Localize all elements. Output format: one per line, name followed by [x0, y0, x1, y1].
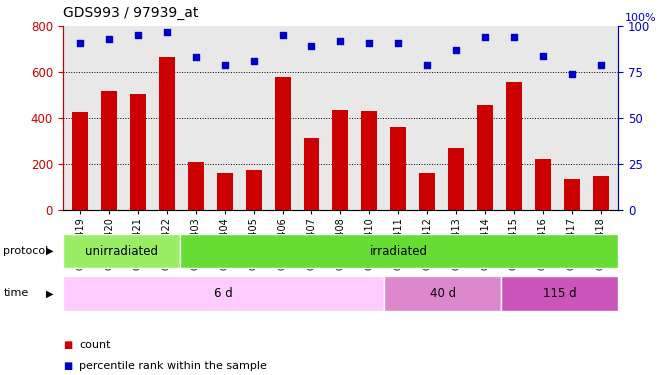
Point — [566, 71, 577, 77]
Bar — [564, 180, 580, 210]
Text: percentile rank within the sample: percentile rank within the sample — [79, 361, 267, 370]
Bar — [188, 162, 204, 210]
Bar — [246, 171, 262, 210]
Point — [219, 62, 230, 68]
Bar — [390, 128, 407, 210]
Bar — [63, 234, 180, 268]
Bar — [501, 276, 618, 311]
Point — [190, 54, 201, 60]
Text: ▶: ▶ — [46, 288, 54, 298]
Text: ■: ■ — [63, 340, 72, 350]
Point — [364, 40, 375, 46]
Bar — [448, 147, 464, 210]
Text: 40 d: 40 d — [430, 287, 455, 300]
Bar — [419, 172, 435, 210]
Point — [306, 44, 317, 50]
Point — [335, 38, 346, 44]
Bar — [506, 82, 522, 210]
Bar — [303, 138, 319, 210]
Text: unirradiated: unirradiated — [85, 245, 158, 258]
Point — [249, 58, 259, 64]
Point — [162, 29, 173, 35]
Bar — [63, 276, 384, 311]
Text: GDS993 / 97939_at: GDS993 / 97939_at — [63, 6, 198, 20]
Text: ▶: ▶ — [46, 246, 54, 256]
Point — [451, 47, 461, 53]
Point — [393, 40, 404, 46]
Point — [509, 34, 520, 40]
Text: irradiated: irradiated — [370, 245, 428, 258]
Point — [75, 40, 85, 46]
Text: 100%: 100% — [625, 13, 656, 24]
Text: 115 d: 115 d — [543, 287, 576, 300]
Bar — [72, 112, 88, 210]
Point — [422, 62, 432, 68]
Point — [278, 33, 288, 39]
Bar — [362, 111, 377, 210]
Text: time: time — [3, 288, 28, 298]
Bar — [101, 91, 117, 210]
Text: protocol: protocol — [3, 246, 48, 256]
Bar — [477, 105, 493, 210]
Point — [537, 53, 548, 58]
Bar — [130, 94, 146, 210]
Text: count: count — [79, 340, 111, 350]
Point — [104, 36, 114, 42]
Bar — [274, 77, 291, 210]
Bar — [332, 110, 348, 210]
Point — [596, 62, 606, 68]
Bar — [180, 234, 618, 268]
Bar — [159, 57, 175, 210]
Bar — [384, 276, 501, 311]
Text: ■: ■ — [63, 361, 72, 370]
Point — [480, 34, 490, 40]
Bar — [217, 172, 233, 210]
Text: 6 d: 6 d — [214, 287, 233, 300]
Point — [133, 33, 143, 39]
Bar — [535, 159, 551, 210]
Bar — [593, 176, 609, 210]
